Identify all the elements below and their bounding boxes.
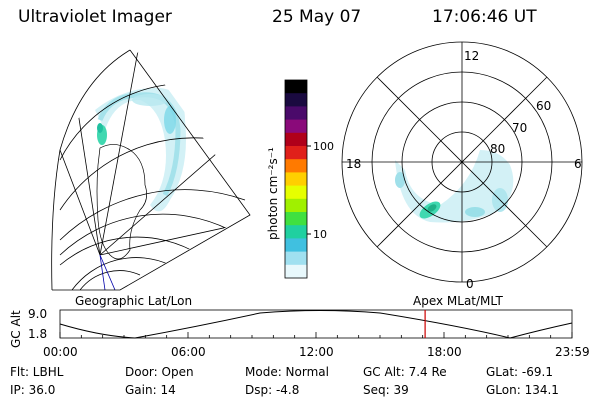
colorbar-swatch <box>285 159 307 173</box>
instrument-title: Ultraviolet Imager <box>18 7 172 27</box>
timeline-ytick-1-8: 1.8 <box>28 327 47 341</box>
map-label-apex: Apex MLat/MLT <box>413 294 503 308</box>
timeline-xtick-0600: 06:00 <box>171 345 206 359</box>
glat-value: GLat: -69.1 <box>486 365 553 379</box>
gc-altitude-curve <box>59 310 573 339</box>
colorbar-unit-label: photon cm⁻²s⁻¹ <box>266 147 280 240</box>
colorbar-swatch <box>285 264 307 279</box>
colorbar-swatch <box>285 251 307 266</box>
door-value: Door: Open <box>125 365 194 379</box>
colorbar-tick-100: 100 <box>313 140 334 153</box>
coastline <box>96 144 147 260</box>
colorbar <box>284 79 311 279</box>
timeline-xtick-1800: 18:00 <box>427 345 462 359</box>
mlt-label-12: 12 <box>464 49 479 63</box>
geographic-map <box>51 49 255 291</box>
date-label: 25 May 07 <box>272 7 362 27</box>
mlt-label-0: 0 <box>466 277 474 291</box>
colorbar-swatch <box>285 172 307 187</box>
colorbar-swatch <box>285 93 307 107</box>
colorbar-swatch <box>285 146 307 160</box>
gc-alt-value: GC Alt: 7.4 Re <box>363 365 447 379</box>
colorbar-swatch <box>285 185 307 200</box>
colorbar-swatch <box>285 106 307 121</box>
timeline-xtick-0000: 00:00 <box>43 345 78 359</box>
seq-value: Seq: 39 <box>363 383 409 397</box>
colorbar-swatch <box>285 238 307 253</box>
filter-value: Flt: LBHL <box>10 365 64 379</box>
glon-value: GLon: 134.1 <box>486 383 559 397</box>
colorbar-swatch <box>285 119 307 134</box>
mlt-label-6: 6 <box>574 157 582 171</box>
mlt-label-18: 18 <box>346 157 361 171</box>
colorbar-tick-10: 10 <box>313 228 327 241</box>
timeline-xtick-1200: 12:00 <box>299 345 334 359</box>
mode-value: Mode: Normal <box>245 365 329 379</box>
ip-value: IP: 36.0 <box>10 383 55 397</box>
colorbar-swatch <box>285 212 307 226</box>
time-label: 17:06:46 UT <box>432 7 537 27</box>
colorbar-swatch <box>285 132 307 147</box>
status-footer: Flt: LBHL IP: 36.0 Door: Open Gain: 14 M… <box>10 365 559 397</box>
dsp-value: Dsp: -4.8 <box>245 383 299 397</box>
timeline-ytick-9: 9.0 <box>28 307 47 321</box>
timeline-xtick-2359: 23:59 <box>555 345 590 359</box>
gain-value: Gain: 14 <box>125 383 176 397</box>
colorbar-swatch <box>285 225 307 239</box>
lat-label-60: 60 <box>536 99 551 113</box>
lat-label-80: 80 <box>490 142 505 156</box>
colorbar-swatch <box>285 198 307 213</box>
apex-polar-map <box>341 41 583 283</box>
lat-label-70: 70 <box>512 121 527 135</box>
colorbar-swatch <box>285 80 307 94</box>
map-label-geographic: Geographic Lat/Lon <box>75 294 192 308</box>
timeline-ylabel: GC Alt <box>9 310 23 348</box>
timeline-panel <box>59 309 573 339</box>
aurora-emission-right <box>395 150 514 223</box>
